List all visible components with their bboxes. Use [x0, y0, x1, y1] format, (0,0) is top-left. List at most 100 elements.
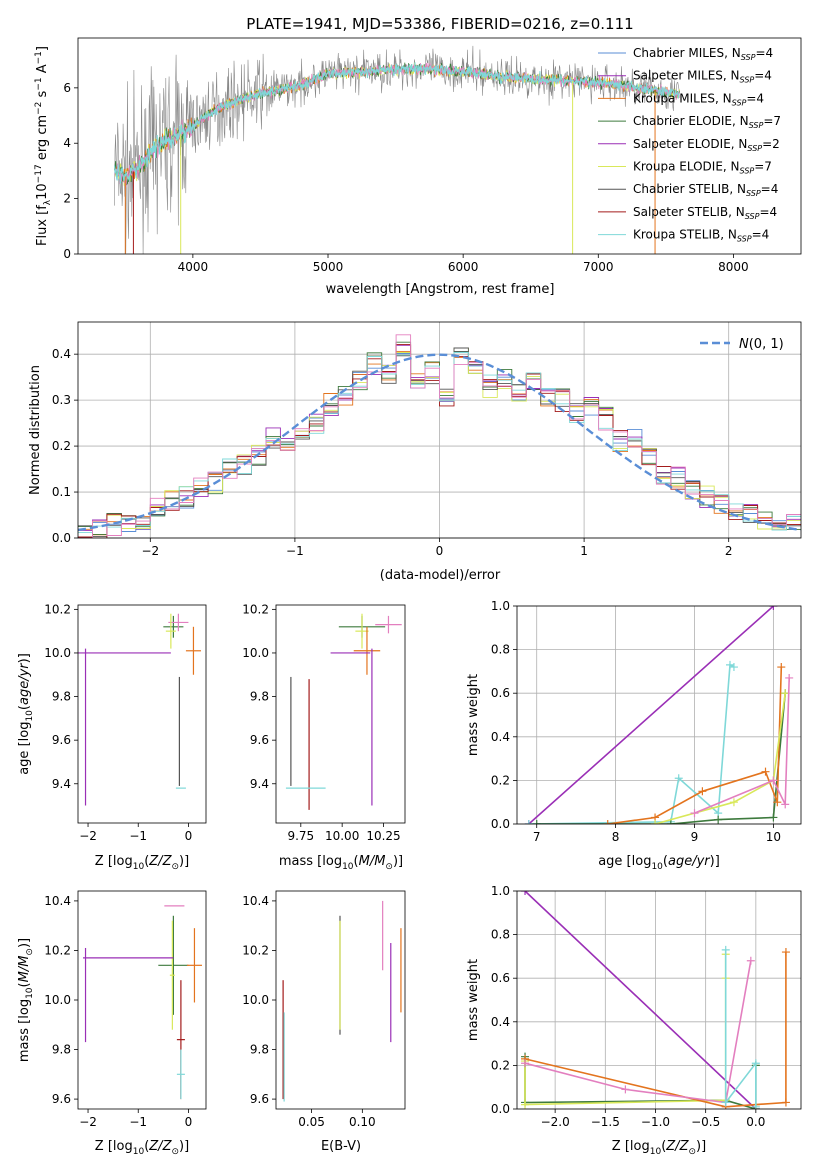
y-tick-label: 10.0	[242, 646, 269, 660]
y-tick-label: 0.8	[491, 928, 510, 942]
y-tick-label: 9.8	[250, 690, 269, 704]
x-tick-label: 10	[766, 830, 781, 844]
mass-weight-vs-age-panel-plot-area	[524, 606, 794, 824]
histogram-y-axis-label: Normed distribution	[28, 365, 43, 495]
spectrum-x-axis-label: wavelength [Angstrom, rest frame]	[326, 282, 555, 297]
y-tick-label: 0.0	[491, 817, 510, 831]
spectrum-panel: 4000 5000 6000 7000 8000 0 2 4 6 Chabrier MILES, …	[34, 37, 802, 297]
y-tick-label: 2	[63, 192, 71, 206]
mass-weight-line	[528, 606, 774, 824]
mass-vs-ebv-panel: 0.05 0.10 9.6 9.8 10.0 10.2 10.4 E(B-V)	[242, 890, 406, 1154]
x-tick-label: −1	[129, 1115, 147, 1129]
mass-weight-marker	[714, 815, 723, 824]
age-y-axis-label: age [log10(age/yr)]	[17, 653, 35, 775]
mass-vs-z-panel-plot-area	[83, 905, 202, 1100]
spectrum-panel-plot-area	[114, 45, 680, 254]
mass-weight-line	[524, 960, 752, 1104]
y-tick-label: 4	[63, 136, 71, 150]
y-tick-label: 9.6	[250, 733, 269, 747]
mass-weight-marker	[521, 891, 530, 895]
y-tick-label: 9.6	[250, 1092, 269, 1106]
x-tick-label: −2	[79, 829, 97, 843]
y-tick-label: 9.4	[52, 777, 71, 791]
mass-weight-y-axis-label: mass weight	[466, 674, 481, 756]
x-tick-label: 7000	[583, 260, 614, 274]
mass-weight-marker	[651, 820, 660, 824]
mass-weight-vs-z-panel-plot-area	[521, 891, 790, 1109]
mass-weight-marker	[721, 945, 730, 954]
histogram-x-axis-label: (data-model)/error	[380, 568, 501, 583]
legend-entry: N(0, 1)	[739, 337, 784, 352]
mass-weight-marker	[751, 1102, 760, 1109]
histogram-panel-plot-area	[78, 334, 801, 538]
mass-weight-marker	[521, 1059, 530, 1068]
age-vs-mass-panel: 9.75 10.00 10.25 9.4 9.6 9.8 10.0 10.2 mass [log…	[242, 602, 406, 872]
mass-weight-marker	[532, 820, 541, 824]
age-vs-z-panel-plot-area	[78, 613, 201, 806]
mass-weight-marker	[781, 689, 790, 698]
mass-weight-marker	[521, 1100, 530, 1109]
mass-weight-y-axis-label: mass weight	[466, 959, 481, 1041]
mass-vs-ebv-panel-frame	[275, 890, 406, 1110]
y-tick-label: 10.4	[242, 894, 269, 908]
histogram-legend: N(0, 1)	[700, 337, 784, 352]
x-tick-label: −1	[286, 544, 304, 558]
x-tick-label: 9	[691, 830, 699, 844]
age-vs-mass-panel-frame	[275, 604, 406, 824]
mass-vs-z-panel-frame	[77, 890, 207, 1110]
mass-weight-marker	[698, 787, 707, 796]
y-tick-label: 10.2	[242, 602, 269, 616]
x-tick-label: 0	[185, 1115, 193, 1129]
y-tick-label: 10.0	[242, 993, 269, 1007]
y-tick-label: 0.8	[491, 643, 510, 657]
histogram-step-line	[78, 334, 801, 538]
y-tick-label: 0.2	[52, 439, 71, 453]
mass-weight-vs-z-panel: −2.0 −1.5 −1.0 −0.5 0.0 0.0 0.2 0.4 0.6 0.8 1.0 Z […	[466, 884, 802, 1157]
x-tick-label: 7	[533, 830, 541, 844]
mass-weight-marker	[674, 774, 683, 783]
y-tick-label: 0.4	[491, 730, 510, 744]
legend-entry: Chabrier STELIB, NSSP=4	[633, 182, 778, 198]
mass-weight-marker	[524, 820, 533, 824]
y-tick-label: 0.4	[52, 347, 71, 361]
x-tick-label: 10.00	[325, 829, 359, 843]
mass-weight-line	[524, 891, 757, 1109]
mass-y-axis-label: mass [log10(M/M⊙)]	[17, 938, 35, 1062]
mass-weight-marker	[773, 798, 782, 807]
x-tick-label: 1	[580, 544, 588, 558]
x-tick-label: 8000	[718, 260, 749, 274]
spectrum-y-axis-label: Flux [fλ10−17 erg cm−2 s−1 A−1]	[34, 46, 53, 246]
x-tick-label: −2	[141, 544, 159, 558]
age-vs-z-panel-frame	[77, 604, 207, 824]
mass-vs-z-panel: −2 −1 0 9.6 9.8 10.0 10.2 10.4 Z [log10(Z/Z⊙)] ma…	[17, 890, 207, 1157]
y-tick-label: 9.6	[52, 1092, 71, 1106]
age-vs-mass-panel-plot-area	[285, 613, 402, 810]
x-tick-label: −1	[129, 829, 147, 843]
x-tick-label: 0.10	[349, 1115, 376, 1129]
y-tick-label: 9.8	[52, 1043, 71, 1057]
mass-weight-marker	[729, 798, 738, 807]
y-tick-label: 0.3	[52, 393, 71, 407]
histogram-panel-frame	[77, 321, 802, 539]
mass-weight-line	[694, 677, 790, 814]
figure-title: PLATE=1941, MJD=53386, FIBERID=0216, z=0…	[246, 15, 633, 33]
y-tick-label: 10.2	[242, 943, 269, 957]
mass-weight-marker	[729, 663, 738, 672]
mass-weight-marker	[690, 809, 699, 818]
x-tick-label: 2	[725, 544, 733, 558]
mass-weight-vs-age-panel-frame	[516, 605, 802, 825]
y-tick-label: 0.0	[491, 1102, 510, 1116]
mass-weight-marker	[666, 820, 675, 824]
age-vs-z-x-axis-label: Z [log10(Z/Z⊙)]	[95, 854, 189, 872]
mass-weight-marker	[751, 1059, 760, 1068]
legend-entry: Kroupa STELIB, NSSP=4	[633, 228, 769, 244]
y-tick-label: 1.0	[491, 884, 510, 898]
x-tick-label: −2.0	[541, 1115, 570, 1129]
x-tick-label: −0.5	[691, 1115, 720, 1129]
mass-weight-marker	[603, 820, 612, 824]
mass-weight-marker	[746, 956, 755, 965]
legend-entry: Chabrier MILES, NSSP=4	[633, 46, 773, 62]
y-tick-label: 0.2	[491, 1058, 510, 1072]
mass-x-axis-label: mass [log10(M/M⊙)]	[279, 854, 403, 872]
